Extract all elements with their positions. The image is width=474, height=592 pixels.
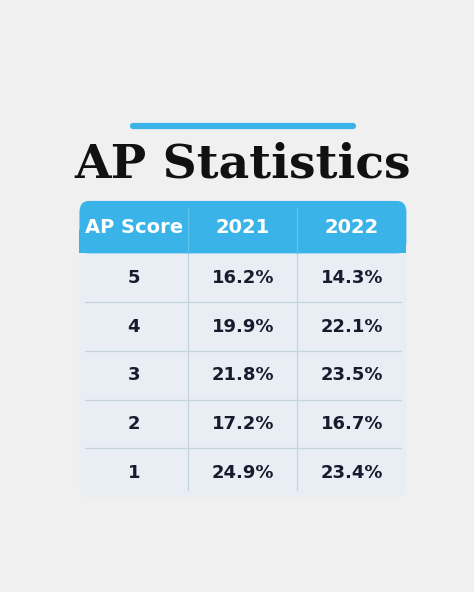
FancyBboxPatch shape (80, 201, 406, 497)
Bar (80, 230, 406, 253)
Text: AP Statistics: AP Statistics (74, 141, 411, 188)
Text: 23.4%: 23.4% (320, 464, 383, 482)
Text: 24.9%: 24.9% (211, 464, 274, 482)
Text: 16.7%: 16.7% (320, 415, 383, 433)
Text: 2: 2 (128, 415, 140, 433)
Text: 23.5%: 23.5% (320, 366, 383, 384)
Text: 16.2%: 16.2% (211, 269, 274, 287)
Text: 19.9%: 19.9% (211, 317, 274, 336)
Text: 22.1%: 22.1% (320, 317, 383, 336)
Text: 5: 5 (128, 269, 140, 287)
Text: 14.3%: 14.3% (320, 269, 383, 287)
Text: 2022: 2022 (325, 218, 379, 237)
Text: 3: 3 (128, 366, 140, 384)
Text: 2021: 2021 (216, 218, 270, 237)
Text: 17.2%: 17.2% (211, 415, 274, 433)
Text: 1: 1 (128, 464, 140, 482)
FancyBboxPatch shape (80, 201, 406, 253)
Text: 21.8%: 21.8% (211, 366, 274, 384)
Text: 4: 4 (128, 317, 140, 336)
Text: AP Score: AP Score (85, 218, 183, 237)
